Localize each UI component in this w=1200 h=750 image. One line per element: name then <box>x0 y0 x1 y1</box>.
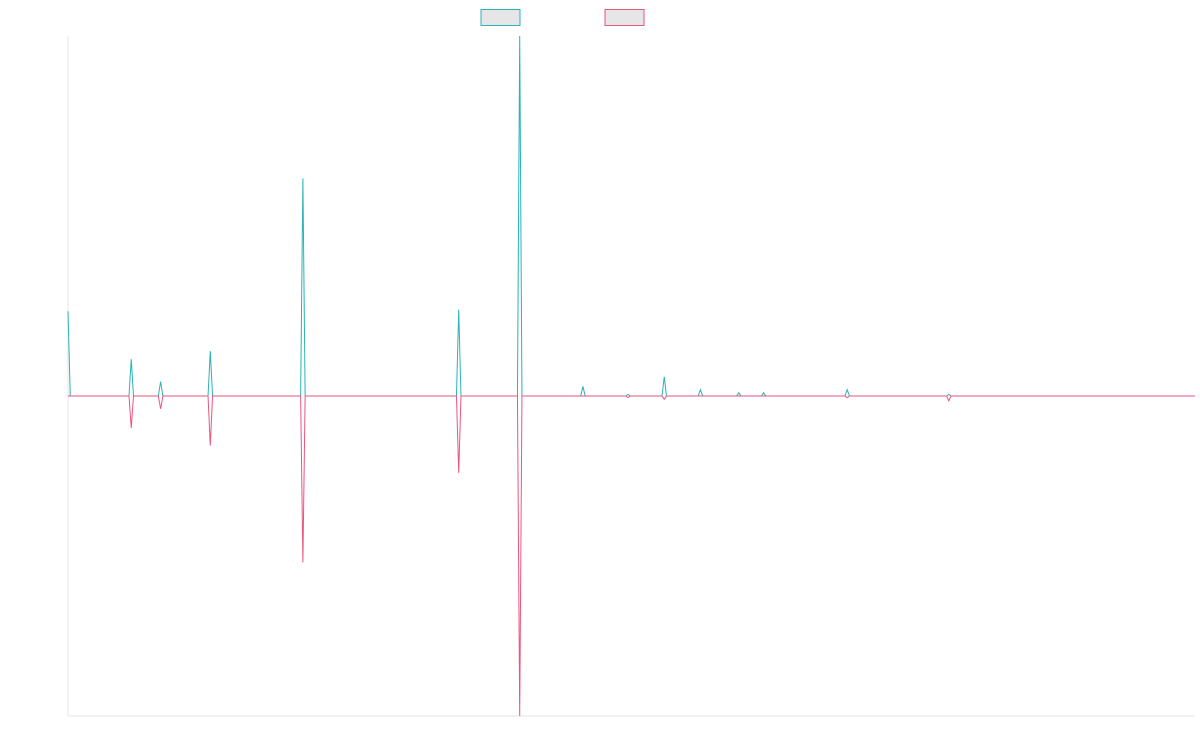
legend-swatch-series-2[interactable] <box>604 9 645 26</box>
legend <box>480 9 645 26</box>
series-line-1 <box>67 35 1195 397</box>
legend-swatch-series-1[interactable] <box>480 9 521 26</box>
series-line-2 <box>68 395 1195 717</box>
series-layer <box>67 35 1195 717</box>
